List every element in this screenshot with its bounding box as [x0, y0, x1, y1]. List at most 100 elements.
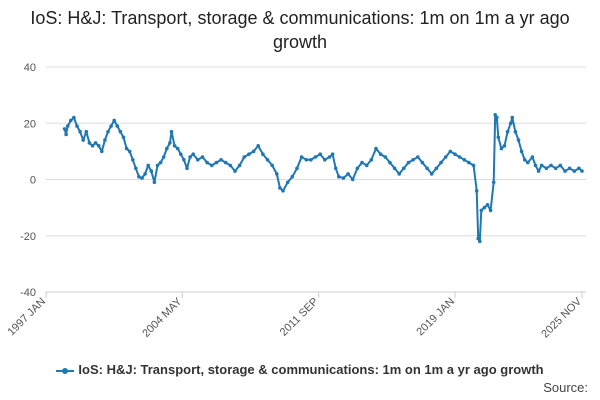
data-point[interactable] [261, 152, 265, 156]
data-point[interactable] [242, 155, 247, 159]
data-point[interactable] [109, 124, 113, 128]
data-point[interactable] [378, 152, 383, 156]
data-point[interactable] [247, 152, 251, 156]
data-point[interactable] [360, 160, 364, 165]
data-point[interactable] [549, 163, 553, 168]
data-point[interactable] [369, 158, 374, 162]
data-point[interactable] [87, 141, 92, 145]
data-point[interactable] [90, 144, 95, 148]
data-point[interactable] [323, 158, 327, 162]
data-point[interactable] [237, 163, 242, 168]
data-point[interactable] [106, 129, 110, 134]
data-point[interactable] [304, 158, 309, 162]
data-point[interactable] [453, 152, 457, 156]
data-point[interactable] [165, 146, 169, 151]
data-point[interactable] [580, 169, 584, 173]
data-point[interactable] [457, 155, 462, 159]
data-point[interactable] [134, 166, 138, 171]
data-point[interactable] [200, 155, 205, 159]
data-point[interactable] [495, 115, 499, 120]
data-point[interactable] [313, 155, 318, 159]
data-point[interactable] [175, 146, 180, 151]
data-point[interactable] [191, 152, 195, 156]
data-point[interactable] [205, 160, 209, 165]
data-point[interactable] [327, 155, 332, 159]
data-point[interactable] [513, 129, 518, 134]
data-point[interactable] [295, 166, 299, 171]
data-point[interactable] [577, 166, 581, 171]
data-point[interactable] [251, 149, 256, 154]
data-point[interactable] [485, 203, 490, 207]
data-point[interactable] [493, 113, 498, 117]
data-point[interactable] [443, 155, 448, 159]
data-point[interactable] [536, 169, 541, 173]
data-point[interactable] [275, 172, 279, 176]
data-point[interactable] [544, 166, 549, 171]
data-point[interactable] [502, 144, 507, 148]
data-point[interactable] [388, 160, 392, 165]
data-point[interactable] [290, 174, 295, 179]
data-point[interactable] [115, 124, 120, 128]
data-point[interactable] [330, 152, 335, 156]
data-point[interactable] [383, 155, 388, 159]
data-point[interactable] [505, 129, 510, 134]
data-point[interactable] [467, 160, 471, 165]
data-point[interactable] [420, 160, 425, 165]
data-point[interactable] [474, 189, 479, 193]
data-point[interactable] [479, 208, 484, 213]
data-point[interactable] [131, 158, 135, 162]
data-point[interactable] [103, 138, 107, 142]
data-point[interactable] [516, 138, 521, 142]
data-point[interactable] [488, 208, 493, 213]
data-point[interactable] [553, 166, 558, 171]
data-point[interactable] [78, 129, 82, 134]
data-point[interactable] [434, 166, 439, 171]
data-point[interactable] [146, 163, 150, 168]
data-point[interactable] [496, 135, 501, 140]
data-point[interactable] [100, 149, 104, 154]
data-point[interactable] [471, 163, 476, 168]
data-point[interactable] [185, 166, 189, 171]
data-point[interactable] [397, 172, 402, 176]
data-point[interactable] [69, 118, 73, 123]
data-point[interactable] [299, 155, 304, 159]
data-point[interactable] [149, 169, 154, 173]
data-point[interactable] [270, 163, 275, 168]
data-point[interactable] [439, 160, 443, 165]
data-point[interactable] [210, 163, 214, 168]
data-point[interactable] [346, 172, 350, 176]
data-point[interactable] [168, 141, 172, 145]
data-point[interactable] [161, 155, 166, 159]
data-point[interactable] [140, 176, 144, 180]
data-point[interactable] [567, 166, 572, 171]
data-point[interactable] [265, 158, 270, 162]
data-point[interactable] [402, 166, 406, 171]
data-point[interactable] [448, 149, 453, 154]
data-point[interactable] [152, 180, 157, 185]
data-point[interactable] [143, 172, 147, 176]
data-point[interactable] [508, 121, 513, 126]
data-point[interactable] [374, 146, 378, 151]
data-point[interactable] [416, 155, 420, 159]
data-point[interactable] [341, 176, 346, 180]
data-point[interactable] [499, 146, 504, 151]
data-point[interactable] [137, 174, 141, 179]
data-point[interactable] [491, 180, 496, 185]
data-point[interactable] [228, 163, 233, 168]
data-point[interactable] [169, 129, 174, 134]
data-point[interactable] [539, 163, 544, 168]
data-point[interactable] [155, 163, 160, 168]
data-point[interactable] [392, 166, 397, 171]
data-point[interactable] [533, 163, 538, 168]
data-point[interactable] [318, 152, 323, 156]
data-point[interactable] [223, 160, 228, 165]
data-point[interactable] [350, 177, 355, 182]
data-point[interactable] [62, 127, 67, 131]
data-point[interactable] [526, 160, 530, 165]
data-point[interactable] [75, 124, 79, 128]
data-point[interactable] [124, 146, 129, 151]
data-point[interactable] [476, 236, 481, 241]
data-point[interactable] [256, 144, 261, 148]
data-point[interactable] [355, 166, 360, 171]
data-point[interactable] [522, 158, 527, 162]
